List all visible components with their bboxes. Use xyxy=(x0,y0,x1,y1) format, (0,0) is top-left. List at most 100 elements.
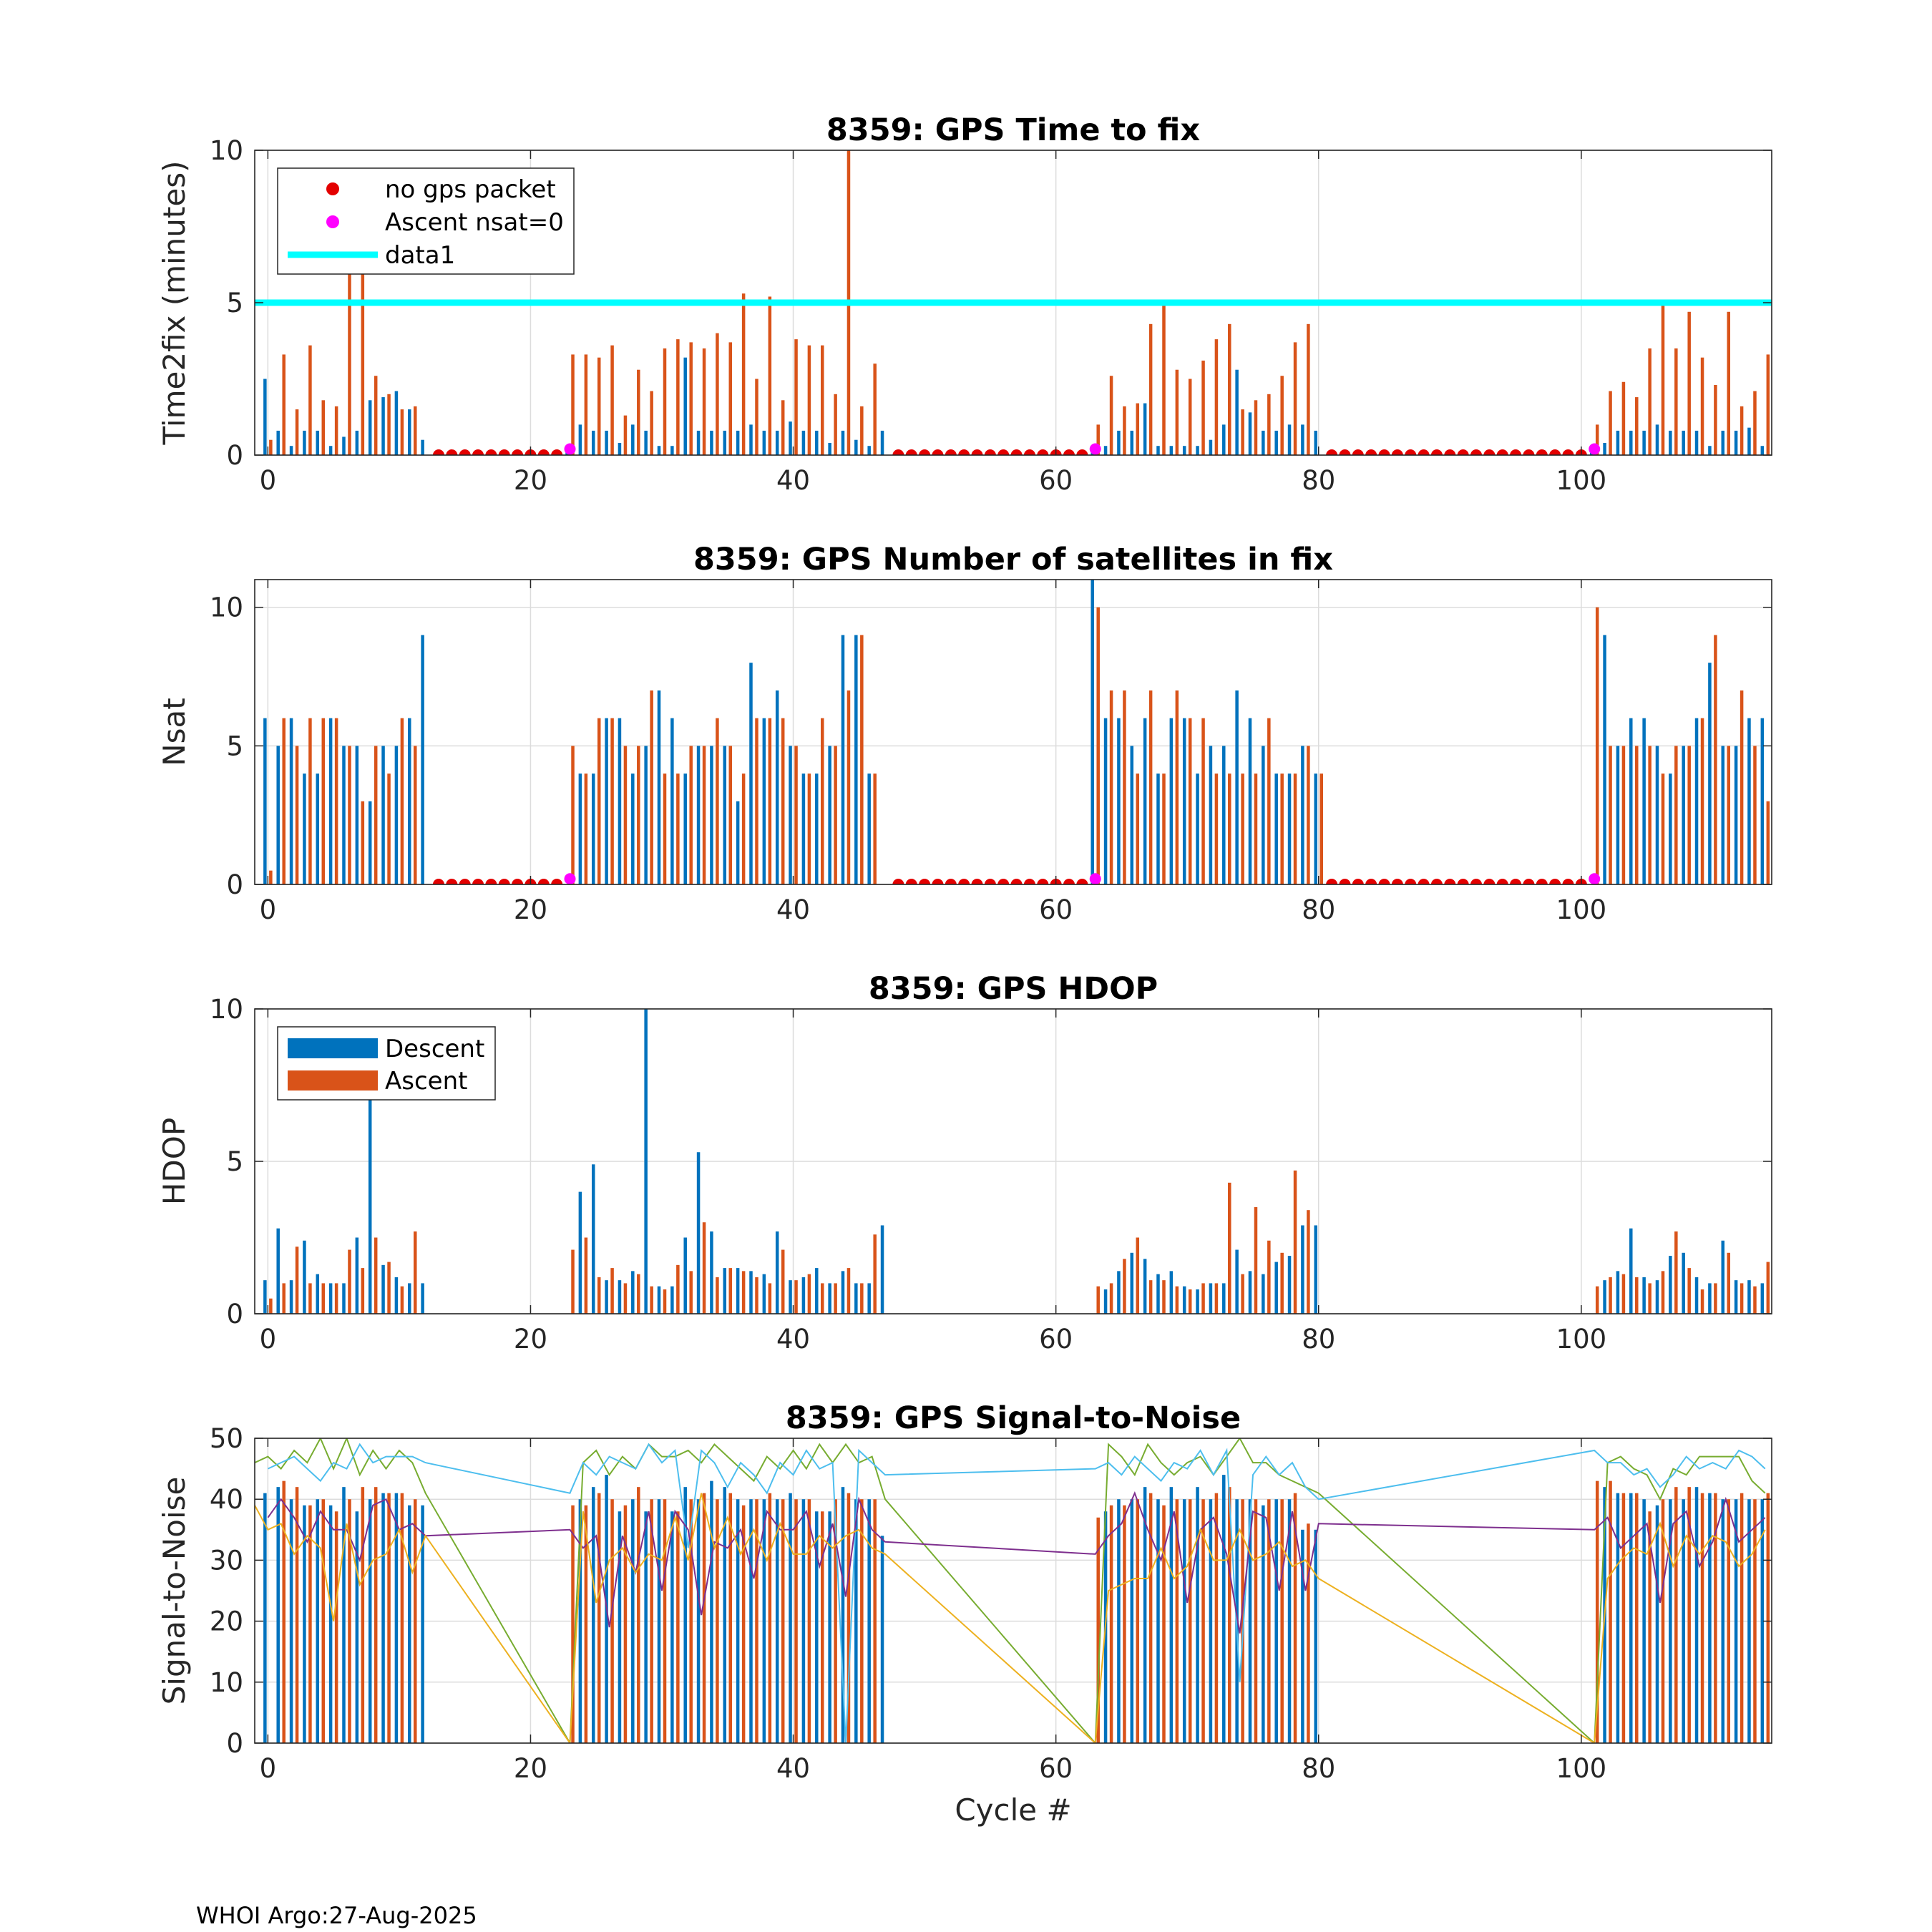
no-gps-marker xyxy=(1391,449,1403,455)
descent-bar xyxy=(657,690,661,884)
descent-bar xyxy=(1694,1487,1699,1743)
chart-panel-1: 0 20 40 60 80 100 0 5 10 8359: GPS Time to fix Tim… xyxy=(157,112,1772,496)
ascent-bar xyxy=(282,1283,286,1314)
no-gps-marker xyxy=(1470,879,1483,884)
no-gps-marker xyxy=(1496,449,1508,455)
ascent-bar xyxy=(781,400,785,455)
descent-bar xyxy=(1655,746,1659,884)
ascent-bar xyxy=(610,718,614,884)
descent-bar xyxy=(644,1511,648,1743)
ascent-bar xyxy=(1714,385,1717,455)
ascent-bar xyxy=(1766,1262,1770,1314)
ascent-bar xyxy=(689,1271,693,1314)
ascent-bar xyxy=(1254,1206,1258,1314)
ascent-bar xyxy=(584,354,588,455)
descent-bar xyxy=(1182,1286,1186,1314)
ascent-bar xyxy=(873,1499,877,1743)
ascent-bar xyxy=(308,1505,312,1743)
descent-bar xyxy=(1248,1271,1252,1314)
descent-bar xyxy=(644,746,648,884)
ascent-bar xyxy=(1228,1487,1231,1743)
descent-bar xyxy=(683,774,687,884)
ascent-bar xyxy=(1740,1283,1744,1314)
no-gps-marker xyxy=(537,879,550,884)
ascent-bar xyxy=(1700,357,1704,455)
descent-bar xyxy=(1694,430,1699,455)
descent-bar xyxy=(605,718,608,884)
ascent-bar xyxy=(1674,746,1678,884)
ascent-bar xyxy=(1280,774,1284,884)
axes-box xyxy=(254,1438,1772,1744)
x-tick-label: 60 xyxy=(1039,465,1073,496)
ascent-bar xyxy=(1674,348,1678,455)
descent-bar xyxy=(1156,774,1160,884)
ascent-bar xyxy=(308,345,312,455)
legend: Descent Ascent xyxy=(277,1026,496,1101)
ascent-bar xyxy=(1148,690,1153,884)
descent-bar xyxy=(1156,1499,1160,1743)
ascent-bar xyxy=(597,357,601,455)
x-tick-label: 80 xyxy=(1302,1324,1335,1355)
descent-bar xyxy=(631,1271,635,1314)
ascent-bar xyxy=(269,1298,273,1314)
descent-bar xyxy=(867,774,871,884)
ascent-bar xyxy=(1267,1499,1271,1743)
ascent-bar xyxy=(768,1283,772,1314)
descent-bar xyxy=(368,400,372,455)
descent-bar xyxy=(1117,1499,1121,1743)
descent-bar xyxy=(1235,690,1239,884)
x-tick-label: 20 xyxy=(514,1324,547,1355)
no-gps-marker xyxy=(1023,449,1035,455)
y-tick-label: 50 xyxy=(210,1423,243,1454)
legend-descent-swatch xyxy=(288,1038,378,1058)
no-gps-marker xyxy=(459,879,471,884)
descent-bar xyxy=(394,1277,399,1314)
ascent-bar xyxy=(1241,1274,1244,1314)
ascent-bar xyxy=(1214,1493,1219,1743)
legend-label: no gps packet xyxy=(385,175,556,204)
ascent-bar xyxy=(400,409,404,455)
ascent-bar xyxy=(689,1499,693,1743)
descent-bar xyxy=(631,1499,635,1743)
ascent-bar xyxy=(414,746,417,884)
ascent-bar xyxy=(623,415,628,455)
ascent-bar xyxy=(387,394,391,455)
ascent-bar xyxy=(755,1277,758,1314)
ascent-bar xyxy=(689,342,693,455)
descent-bar xyxy=(1156,446,1160,455)
descent-bar xyxy=(421,1505,424,1743)
plot-area xyxy=(255,580,1772,884)
ascent-bar xyxy=(1188,718,1192,884)
descent-bar xyxy=(841,1271,845,1314)
descent-bar xyxy=(342,436,346,455)
no-gps-marker xyxy=(1562,879,1574,884)
no-gps-marker xyxy=(1418,879,1430,884)
ascent-bar xyxy=(1201,718,1205,884)
descent-bar xyxy=(263,1280,267,1314)
descent-bar xyxy=(723,746,727,884)
descent-bar xyxy=(657,1499,661,1743)
descent-bar xyxy=(381,746,385,884)
no-gps-marker xyxy=(1523,879,1535,884)
descent-bar xyxy=(815,1511,819,1743)
ascent-bar xyxy=(1109,1283,1113,1314)
descent-bar xyxy=(1091,580,1094,884)
descent-bar xyxy=(723,430,727,455)
descent-bar xyxy=(1314,1225,1318,1314)
descent-bar xyxy=(591,774,595,884)
ascent-bar xyxy=(794,746,798,884)
descent-bar xyxy=(696,1152,701,1314)
descent-bar xyxy=(683,1237,687,1314)
descent-bar xyxy=(1262,746,1265,884)
descent-bar xyxy=(657,1286,661,1314)
descent-bar xyxy=(591,430,595,455)
ascent-bar xyxy=(361,265,365,455)
ascent-bar xyxy=(1766,354,1770,455)
descent-bar xyxy=(1222,1475,1226,1743)
descent-bar xyxy=(723,1268,727,1314)
nsat0-marker xyxy=(1589,443,1601,455)
legend-ascent-swatch xyxy=(288,1070,378,1091)
nsat0-marker xyxy=(564,443,576,455)
legend-nsat0-marker xyxy=(326,215,339,228)
ascent-bar xyxy=(1254,400,1258,455)
